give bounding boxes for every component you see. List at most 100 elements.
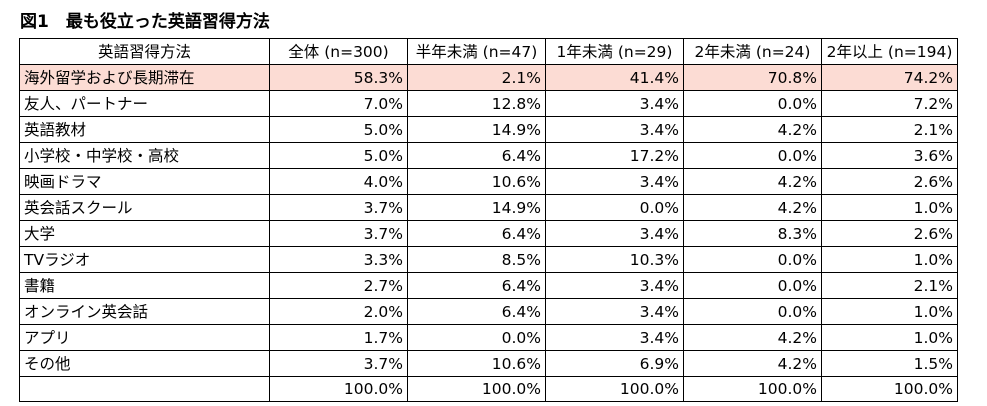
table-row: TVラジオ 3.3% 8.5% 10.3% 0.0% 1.0% xyxy=(19,246,958,273)
value-cell: 7.0% xyxy=(269,90,408,117)
totals-label-cell xyxy=(19,376,270,402)
table-row: オンライン英会話 2.0% 6.4% 3.4% 0.0% 1.0% xyxy=(19,298,958,325)
value-cell: 2.7% xyxy=(269,272,408,299)
value-cell: 6.4% xyxy=(407,272,546,299)
total-cell: 100.0% xyxy=(683,376,822,402)
table-row: 英会話スクール 3.7% 14.9% 0.0% 4.2% 1.0% xyxy=(19,194,958,221)
value-cell: 3.4% xyxy=(545,298,684,325)
total-cell: 100.0% xyxy=(821,376,958,402)
value-cell: 58.3% xyxy=(269,64,408,91)
table-header-row: 英語習得方法 全体 (n=300) 半年未満 (n=47) 1年未満 (n=29… xyxy=(19,38,958,65)
table-row: 英語教材 5.0% 14.9% 3.4% 4.2% 2.1% xyxy=(19,116,958,143)
value-cell: 41.4% xyxy=(545,64,684,91)
total-cell: 100.0% xyxy=(407,376,546,402)
row-label: TVラジオ xyxy=(19,246,270,273)
column-header-under-half-year: 半年未満 (n=47) xyxy=(407,38,546,65)
table-row: 書籍 2.7% 6.4% 3.4% 0.0% 2.1% xyxy=(19,272,958,299)
value-cell: 0.0% xyxy=(407,324,546,351)
row-label: 英語教材 xyxy=(19,116,270,143)
total-cell: 100.0% xyxy=(545,376,684,402)
totals-row: 100.0% 100.0% 100.0% 100.0% 100.0% xyxy=(19,376,958,402)
table-row: 友人、パートナー 7.0% 12.8% 3.4% 0.0% 7.2% xyxy=(19,90,958,117)
table-row: アプリ 1.7% 0.0% 3.4% 4.2% 1.0% xyxy=(19,324,958,351)
value-cell: 2.1% xyxy=(407,64,546,91)
table-row: 小学校・中学校・高校 5.0% 6.4% 17.2% 0.0% 3.6% xyxy=(19,142,958,169)
value-cell: 74.2% xyxy=(821,64,958,91)
row-label: 小学校・中学校・高校 xyxy=(19,142,270,169)
value-cell: 14.9% xyxy=(407,116,546,143)
value-cell: 0.0% xyxy=(683,90,822,117)
value-cell: 3.7% xyxy=(269,350,408,377)
value-cell: 12.8% xyxy=(407,90,546,117)
value-cell: 3.3% xyxy=(269,246,408,273)
value-cell: 6.4% xyxy=(407,142,546,169)
value-cell: 2.1% xyxy=(821,116,958,143)
value-cell: 0.0% xyxy=(683,272,822,299)
value-cell: 1.0% xyxy=(821,298,958,325)
table-row: 大学 3.7% 6.4% 3.4% 8.3% 2.6% xyxy=(19,220,958,247)
value-cell: 70.8% xyxy=(683,64,822,91)
table-row: 海外留学および長期滞在 58.3% 2.1% 41.4% 70.8% 74.2% xyxy=(19,64,958,91)
value-cell: 14.9% xyxy=(407,194,546,221)
value-cell: 4.2% xyxy=(683,116,822,143)
value-cell: 10.6% xyxy=(407,350,546,377)
value-cell: 2.6% xyxy=(821,168,958,195)
column-header-all: 全体 (n=300) xyxy=(269,38,408,65)
column-header-2-years-plus: 2年以上 (n=194) xyxy=(821,38,958,65)
row-label: 英会話スクール xyxy=(19,194,270,221)
value-cell: 3.4% xyxy=(545,168,684,195)
value-cell: 5.0% xyxy=(269,142,408,169)
value-cell: 2.0% xyxy=(269,298,408,325)
value-cell: 3.7% xyxy=(269,194,408,221)
value-cell: 3.6% xyxy=(821,142,958,169)
value-cell: 2.1% xyxy=(821,272,958,299)
row-label: 映画ドラマ xyxy=(19,168,270,195)
value-cell: 3.4% xyxy=(545,220,684,247)
column-header-method: 英語習得方法 xyxy=(19,38,270,65)
value-cell: 8.3% xyxy=(683,220,822,247)
results-table: 英語習得方法 全体 (n=300) 半年未満 (n=47) 1年未満 (n=29… xyxy=(19,38,958,402)
value-cell: 4.2% xyxy=(683,350,822,377)
value-cell: 1.0% xyxy=(821,246,958,273)
value-cell: 0.0% xyxy=(545,194,684,221)
table-row: 映画ドラマ 4.0% 10.6% 3.4% 4.2% 2.6% xyxy=(19,168,958,195)
value-cell: 3.4% xyxy=(545,116,684,143)
value-cell: 1.0% xyxy=(821,324,958,351)
value-cell: 1.5% xyxy=(821,350,958,377)
value-cell: 3.7% xyxy=(269,220,408,247)
table-row: その他 3.7% 10.6% 6.9% 4.2% 1.5% xyxy=(19,350,958,377)
value-cell: 4.2% xyxy=(683,168,822,195)
value-cell: 6.4% xyxy=(407,298,546,325)
value-cell: 6.9% xyxy=(545,350,684,377)
value-cell: 3.4% xyxy=(545,272,684,299)
row-label: 大学 xyxy=(19,220,270,247)
value-cell: 4.2% xyxy=(683,194,822,221)
row-label: 海外留学および長期滞在 xyxy=(19,64,270,91)
value-cell: 4.2% xyxy=(683,324,822,351)
value-cell: 10.3% xyxy=(545,246,684,273)
value-cell: 0.0% xyxy=(683,298,822,325)
value-cell: 1.7% xyxy=(269,324,408,351)
row-label: 書籍 xyxy=(19,272,270,299)
row-label: オンライン英会話 xyxy=(19,298,270,325)
value-cell: 3.4% xyxy=(545,90,684,117)
value-cell: 7.2% xyxy=(821,90,958,117)
table-body: 海外留学および長期滞在 58.3% 2.1% 41.4% 70.8% 74.2% 友人、パー… xyxy=(19,64,958,402)
total-cell: 100.0% xyxy=(269,376,408,402)
value-cell: 0.0% xyxy=(683,246,822,273)
value-cell: 4.0% xyxy=(269,168,408,195)
value-cell: 10.6% xyxy=(407,168,546,195)
value-cell: 6.4% xyxy=(407,220,546,247)
value-cell: 1.0% xyxy=(821,194,958,221)
row-label: アプリ xyxy=(19,324,270,351)
value-cell: 0.0% xyxy=(683,142,822,169)
value-cell: 2.6% xyxy=(821,220,958,247)
column-header-under-2-years: 2年未満 (n=24) xyxy=(683,38,822,65)
row-label: その他 xyxy=(19,350,270,377)
row-label: 友人、パートナー xyxy=(19,90,270,117)
figure-title: 図1 最も役立った英語習得方法 xyxy=(20,12,270,32)
value-cell: 8.5% xyxy=(407,246,546,273)
value-cell: 3.4% xyxy=(545,324,684,351)
value-cell: 17.2% xyxy=(545,142,684,169)
value-cell: 5.0% xyxy=(269,116,408,143)
